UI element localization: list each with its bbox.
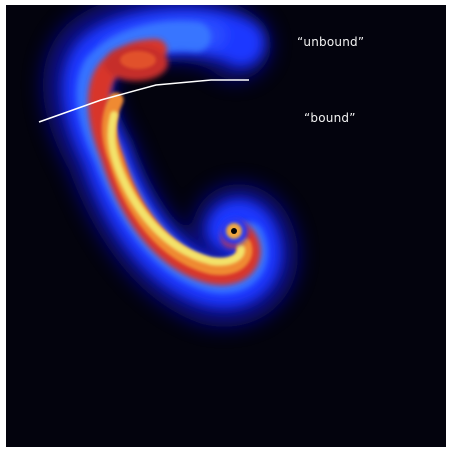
boundary-line (38, 79, 249, 123)
yellow-core (107, 111, 245, 266)
simulation-image-frame: “unbound” “bound” (6, 5, 446, 447)
tidal-stream-visualization (38, 5, 298, 327)
spiral-center (220, 217, 248, 245)
bound-label: “bound” (304, 111, 356, 125)
unbound-label: “unbound” (297, 35, 365, 49)
